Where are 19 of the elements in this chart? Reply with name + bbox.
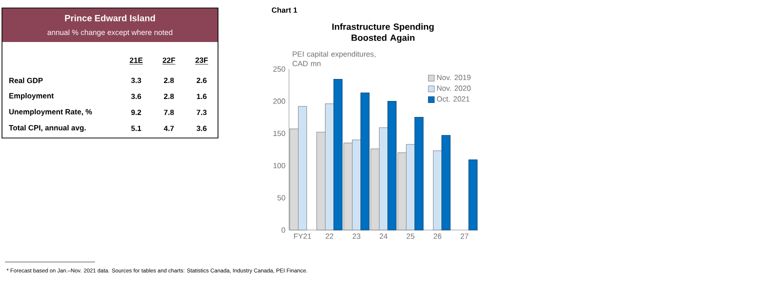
bar: [433, 150, 442, 230]
bar: [414, 117, 424, 230]
chart-title: Prince Edward Island: [65, 14, 155, 22]
bar: [370, 148, 380, 230]
bar: [290, 128, 299, 230]
bar: [441, 135, 450, 230]
bar: [388, 100, 396, 230]
bar: [406, 144, 415, 230]
bar: [468, 160, 478, 230]
chart-title: Infrastructure Spending Boosted Again: [332, 23, 434, 43]
bar: [398, 152, 406, 230]
bar: [298, 106, 308, 230]
bar: [325, 104, 334, 230]
bar: [334, 79, 342, 230]
bar: [344, 142, 353, 230]
bar: [316, 132, 326, 230]
bar: [352, 140, 361, 230]
bar: [379, 127, 388, 230]
bar: [360, 92, 370, 230]
